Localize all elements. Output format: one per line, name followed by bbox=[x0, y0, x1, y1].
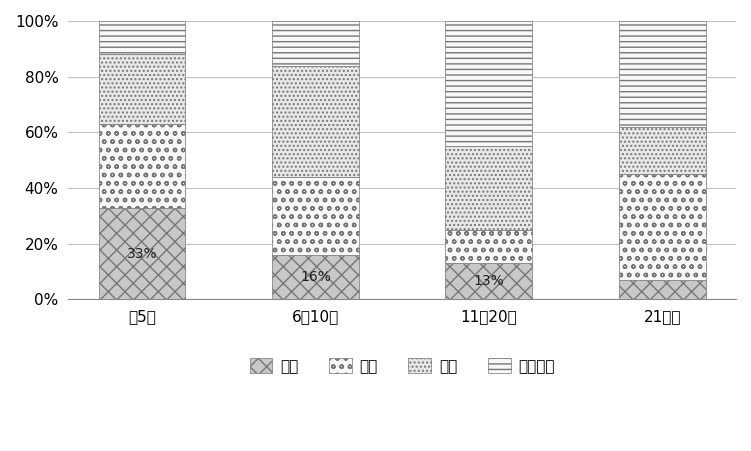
Bar bbox=[98, 21, 185, 55]
Bar bbox=[445, 230, 532, 263]
Bar bbox=[272, 21, 359, 65]
Bar bbox=[619, 280, 706, 299]
Bar bbox=[98, 55, 185, 124]
Legend: 軸受, 振動, 環境, 絶縁劣化: 軸受, 振動, 環境, 絶縁劣化 bbox=[243, 352, 561, 380]
Bar bbox=[272, 255, 359, 299]
Bar bbox=[272, 65, 359, 177]
Bar bbox=[272, 177, 359, 255]
Bar bbox=[619, 127, 706, 174]
Text: 13%: 13% bbox=[473, 274, 504, 288]
Bar bbox=[445, 21, 532, 146]
Bar bbox=[619, 174, 706, 280]
Bar bbox=[445, 263, 532, 299]
Bar bbox=[98, 207, 185, 299]
Bar bbox=[98, 124, 185, 207]
Text: 33%: 33% bbox=[127, 247, 157, 261]
Bar bbox=[445, 146, 532, 230]
Text: 16%: 16% bbox=[300, 270, 331, 284]
Bar bbox=[619, 21, 706, 127]
